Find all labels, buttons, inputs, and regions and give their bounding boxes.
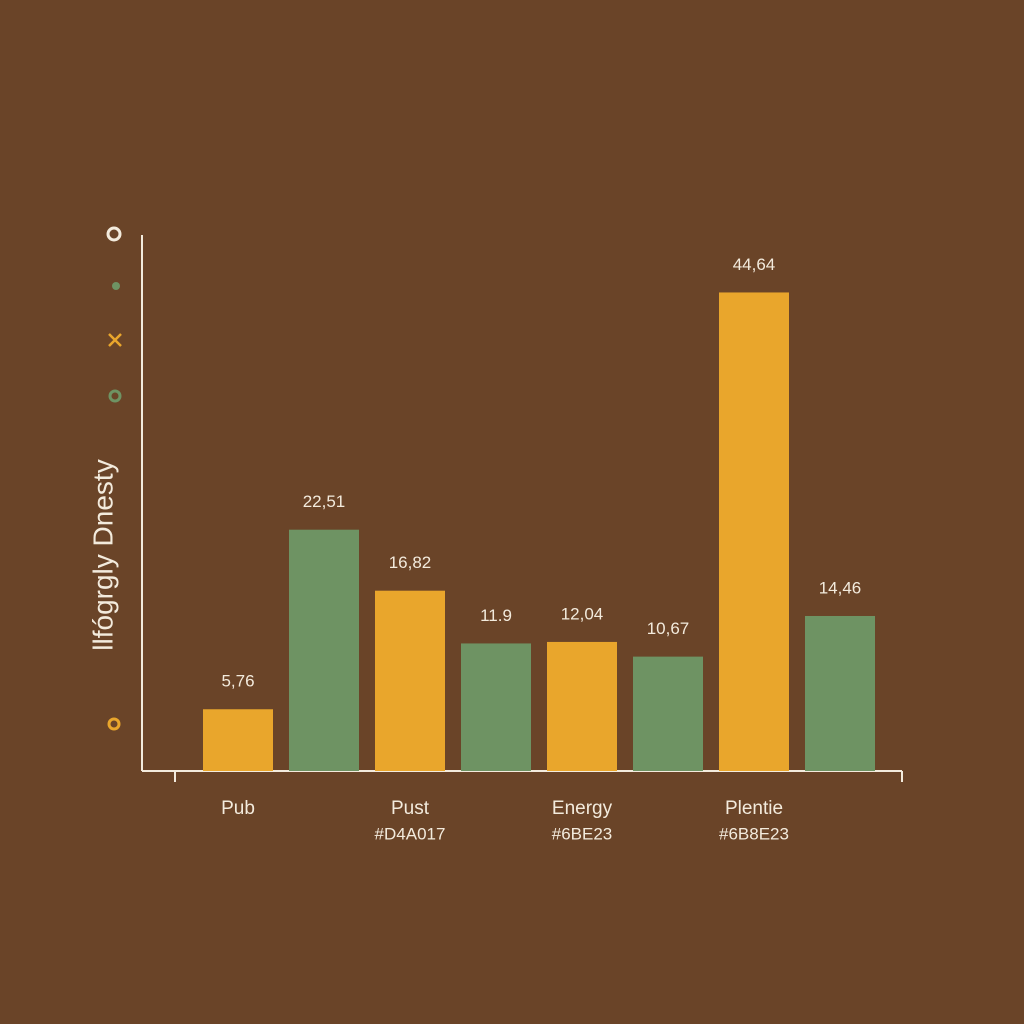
value-label: 22,51 (303, 492, 346, 511)
bar (375, 590, 445, 771)
value-label: 10,67 (647, 619, 690, 638)
value-label: 16,82 (389, 553, 432, 572)
value-label: 44,64 (733, 255, 776, 274)
decor-icon (106, 226, 122, 242)
x-tick-sublabel: #6B8E23 (719, 824, 789, 843)
bar (289, 529, 359, 771)
bar (805, 615, 875, 771)
y-axis-label: llfógrgly Dnesty (87, 459, 118, 650)
bar (719, 292, 789, 771)
decor-icon (107, 717, 121, 731)
decor-icon (108, 333, 122, 347)
x-tick-label: Pub (221, 798, 255, 819)
bar (461, 643, 531, 771)
bar (203, 709, 273, 771)
decor-icon (112, 282, 120, 290)
x-tick-label: Energy (552, 798, 613, 819)
bar (633, 656, 703, 771)
value-label: 11.9 (480, 606, 512, 625)
bar (547, 641, 617, 771)
x-tick-label: Plentie (725, 798, 783, 819)
decor-icon (108, 389, 122, 403)
value-label: 14,46 (819, 578, 862, 597)
value-label: 12,04 (561, 604, 604, 623)
x-tick-label: Pust (391, 798, 430, 819)
x-tick-sublabel: #6BE23 (552, 824, 613, 843)
x-tick-sublabel: #D4A017 (375, 824, 446, 843)
value-label: 5,76 (221, 672, 254, 691)
